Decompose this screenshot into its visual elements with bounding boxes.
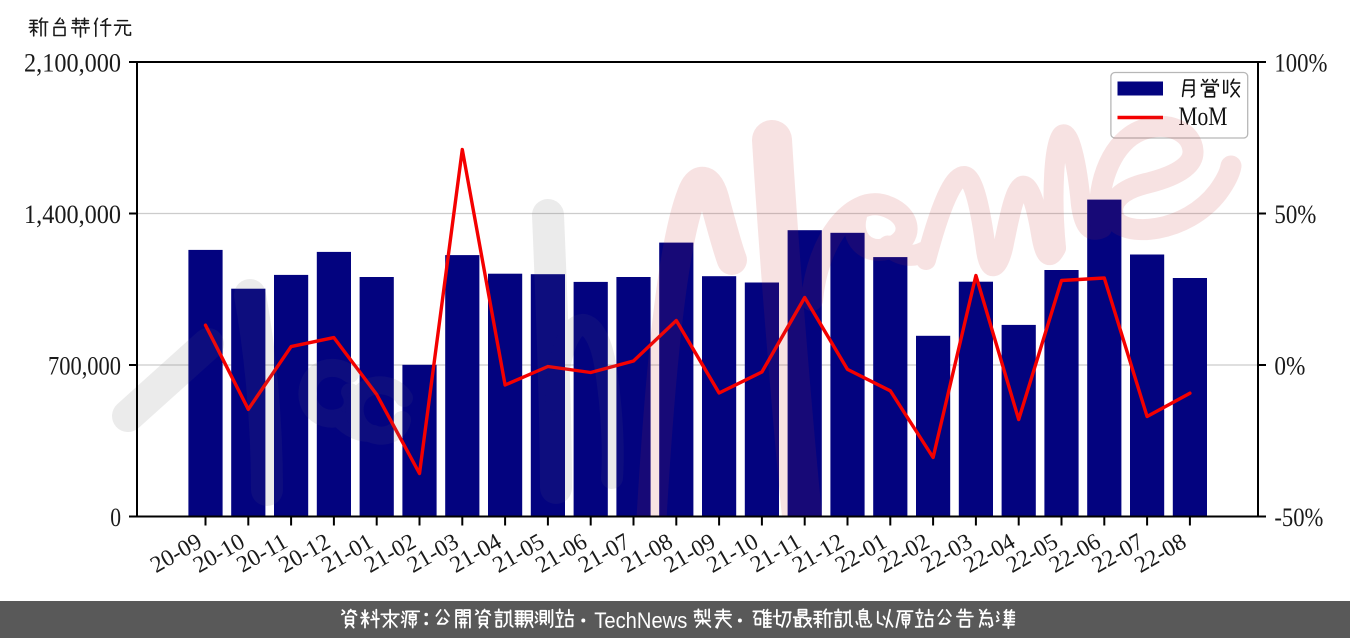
svg-text:0: 0	[110, 503, 121, 532]
svg-text:0%: 0%	[1274, 352, 1305, 381]
svg-text:100%: 100%	[1274, 49, 1327, 78]
svg-text:-50%: -50%	[1274, 503, 1323, 532]
svg-text:TechNews: TechNews	[594, 608, 687, 633]
svg-text:MoM: MoM	[1178, 102, 1227, 131]
svg-text:2,100,000: 2,100,000	[24, 49, 121, 78]
svg-text:50%: 50%	[1274, 200, 1316, 229]
svg-text:1,400,000: 1,400,000	[24, 200, 121, 229]
svg-text:700,000: 700,000	[48, 352, 121, 381]
